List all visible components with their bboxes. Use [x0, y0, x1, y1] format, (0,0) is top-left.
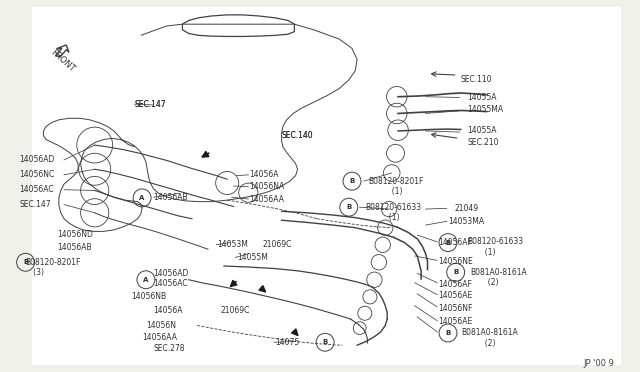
Text: (1): (1) [384, 213, 399, 222]
Text: B08120-8201F: B08120-8201F [368, 177, 424, 186]
Text: 14056AE: 14056AE [438, 291, 473, 300]
Text: FRONT: FRONT [49, 47, 76, 73]
FancyBboxPatch shape [32, 7, 621, 365]
Text: 14075: 14075 [275, 338, 300, 347]
Text: SEC.210: SEC.210 [467, 138, 499, 147]
Text: 14056A: 14056A [250, 170, 279, 179]
Text: 14053MA: 14053MA [448, 217, 484, 226]
Text: 14056NC: 14056NC [19, 170, 54, 179]
Text: SEC.147: SEC.147 [19, 200, 51, 209]
Text: B: B [323, 339, 328, 345]
Text: 14056AB: 14056AB [58, 243, 92, 252]
Text: B081A0-8161A: B081A0-8161A [461, 328, 518, 337]
Text: 21069C: 21069C [262, 240, 292, 249]
Text: 21049: 21049 [454, 204, 479, 213]
Text: SEC.278: SEC.278 [154, 344, 185, 353]
Text: SEC.140: SEC.140 [282, 131, 313, 140]
Text: 14056AD: 14056AD [19, 155, 54, 164]
Text: B08120-61633: B08120-61633 [467, 237, 524, 246]
Text: B: B [349, 178, 355, 184]
Text: B08120-61633: B08120-61633 [365, 203, 421, 212]
Text: A: A [143, 277, 148, 283]
Text: (3): (3) [26, 268, 44, 277]
Text: SEC.110: SEC.110 [461, 76, 492, 84]
Text: SEC.140: SEC.140 [282, 131, 313, 140]
Text: B: B [346, 204, 351, 210]
Text: B08120-8201F: B08120-8201F [26, 258, 81, 267]
Text: SEC.147: SEC.147 [134, 100, 166, 109]
Text: 14056AA: 14056AA [142, 333, 177, 342]
Text: JP '00 9: JP '00 9 [584, 359, 614, 368]
Text: SEC.147: SEC.147 [134, 100, 166, 109]
Text: 14056A: 14056A [154, 306, 183, 315]
Text: B: B [445, 330, 451, 336]
Text: (2): (2) [480, 339, 495, 348]
Text: 14056ND: 14056ND [58, 230, 93, 239]
Text: 14053M: 14053M [218, 240, 248, 249]
Text: 14056AF: 14056AF [438, 238, 472, 247]
Text: 14055MA: 14055MA [467, 105, 503, 114]
Text: (1): (1) [387, 187, 403, 196]
Text: 14055M: 14055M [237, 253, 268, 262]
Text: B: B [23, 259, 28, 265]
Text: 21069C: 21069C [221, 306, 250, 315]
Text: 14056AB: 14056AB [154, 193, 188, 202]
Text: B: B [445, 240, 451, 246]
Text: 14056AC: 14056AC [19, 185, 54, 194]
Text: 14056AA: 14056AA [250, 195, 285, 203]
Text: A: A [140, 195, 145, 201]
Text: 14056AE: 14056AE [438, 317, 473, 326]
Text: (2): (2) [483, 278, 499, 287]
Text: 14056N: 14056N [146, 321, 176, 330]
Text: 14056NF: 14056NF [438, 304, 473, 312]
Text: 14056AD: 14056AD [154, 269, 189, 278]
Text: 14056NE: 14056NE [438, 257, 473, 266]
Text: 14055A: 14055A [467, 126, 497, 135]
Text: 14056NA: 14056NA [250, 182, 285, 191]
Text: B: B [453, 269, 458, 275]
Text: 14055A: 14055A [467, 93, 497, 102]
Text: 14056AF: 14056AF [438, 280, 472, 289]
Text: 14056NB: 14056NB [131, 292, 166, 301]
Text: 14056AC: 14056AC [154, 279, 188, 288]
Text: (1): (1) [480, 248, 495, 257]
Text: B081A0-8161A: B081A0-8161A [470, 268, 527, 277]
